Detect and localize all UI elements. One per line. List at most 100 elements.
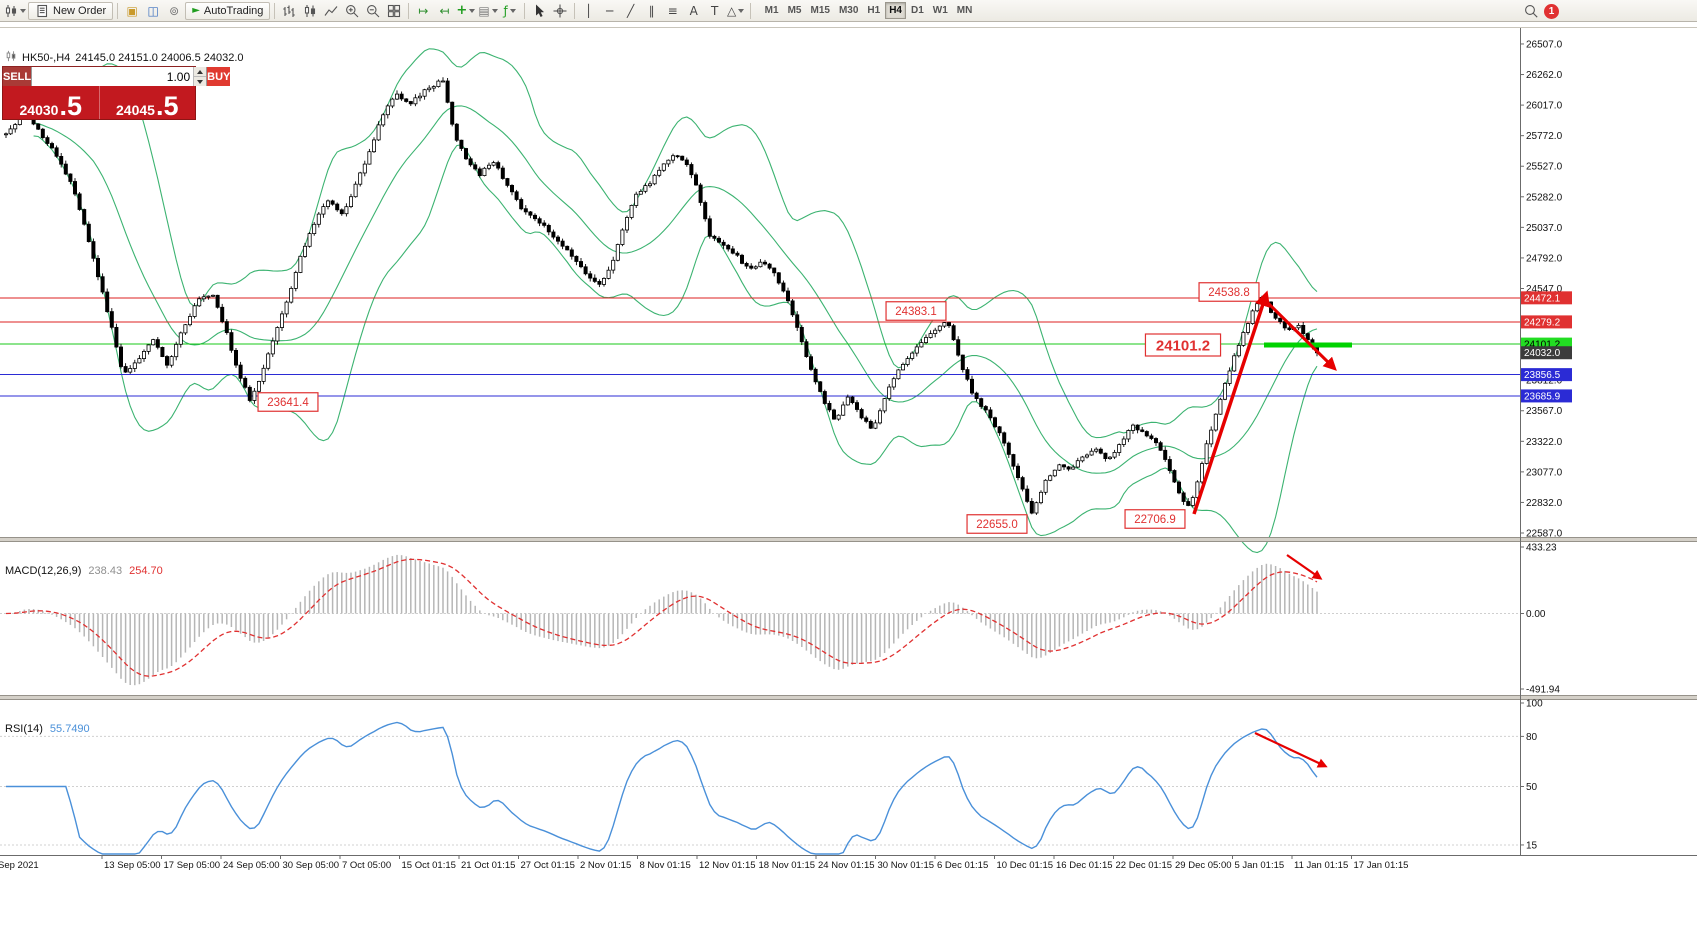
price-tick-label: 26262.0 xyxy=(1526,70,1563,81)
text-icon[interactable]: A xyxy=(684,2,704,20)
equidistant-channel-icon[interactable]: ∥ xyxy=(642,2,662,20)
time-tick-label: 10 Dec 01:15 xyxy=(997,860,1054,871)
time-tick-label: Sep 2021 xyxy=(0,860,39,871)
price-badge-level xyxy=(1521,368,1572,382)
charts-icon[interactable]: ◫ xyxy=(143,2,163,20)
price-tick-label: 23322.0 xyxy=(1526,437,1563,448)
price-badge-label: 24472.1 xyxy=(1524,293,1561,304)
time-axis[interactable]: Sep 2021 13 Sep 05:00 17 Sep 05:00 24 Sep 0… xyxy=(0,855,1697,872)
time-tick-label: 2 Nov 01:15 xyxy=(580,860,631,871)
new-order-button[interactable]: New Order xyxy=(28,1,114,20)
price-callout[interactable]: 24383.1 xyxy=(885,301,947,321)
auto-scroll-icon[interactable]: ↦ xyxy=(413,2,433,20)
buy-button[interactable]: BUY xyxy=(207,67,231,86)
price-callout[interactable]: 22706.9 xyxy=(1124,509,1186,529)
ohlc-values-label: 24145.0 24151.0 24006.5 24032.0 xyxy=(75,51,244,64)
shapes-icon[interactable]: △ xyxy=(726,2,746,20)
price-axis[interactable]: 26507.0 26262.0 26017.0 25772.0 25527.0 25282… xyxy=(1520,28,1572,855)
macd-panel xyxy=(0,554,1520,686)
buy-price-fraction: .5 xyxy=(155,90,179,121)
zoom-out-icon[interactable] xyxy=(363,2,383,20)
profiles-icon[interactable]: ▤ xyxy=(477,2,498,20)
new-chart-icon[interactable]: + xyxy=(455,2,476,20)
indicator-list-icon[interactable]: ƒ xyxy=(500,2,520,20)
autotrading-label: AutoTrading xyxy=(203,4,264,17)
timeframe-button-w1[interactable]: W1 xyxy=(929,2,952,19)
market-icon[interactable]: ▣ xyxy=(122,2,142,20)
timeframe-button-m30[interactable]: M30 xyxy=(835,2,862,19)
timeframe-button-m15[interactable]: M15 xyxy=(806,2,833,19)
zoom-in-icon[interactable] xyxy=(342,2,362,20)
symbol-period-label: HK50-,H4 xyxy=(22,51,71,64)
price-tick-label: 26017.0 xyxy=(1526,101,1563,112)
vertical-line-icon[interactable]: │ xyxy=(579,2,599,20)
profiles-icon-glyph: ▤ xyxy=(478,3,490,18)
sell-price-fraction: .5 xyxy=(59,90,82,121)
price-tick-label: 24547.0 xyxy=(1526,284,1563,295)
charts-icon-glyph: ◫ xyxy=(147,3,159,18)
timeframe-button-h1[interactable]: H1 xyxy=(863,2,884,19)
timeframe-toolbar: M1 M5 M15 M30 H1 H4 D1 W1 MN xyxy=(761,2,977,19)
time-tick-label: 6 Dec 01:15 xyxy=(937,860,988,871)
toolbar-separator xyxy=(408,2,410,19)
timeframe-button-h4[interactable]: H4 xyxy=(885,2,906,19)
price-badge-level xyxy=(1521,291,1572,305)
equidistant-channel-icon-glyph: ∥ xyxy=(648,3,655,18)
volume-decrease-button[interactable] xyxy=(194,77,207,86)
trend-arrow[interactable] xyxy=(1286,554,1323,580)
fibonacci-icon[interactable]: ≡ xyxy=(663,2,683,20)
timeframe-button-d1[interactable]: D1 xyxy=(907,2,928,19)
timeframe-button-m5[interactable]: M5 xyxy=(784,2,806,19)
volume-input[interactable] xyxy=(32,67,194,86)
trend-arrow[interactable] xyxy=(1254,732,1328,768)
toolbar-separator xyxy=(523,2,525,19)
community-icon[interactable]: ⊚ xyxy=(164,2,184,20)
trend-arrow[interactable] xyxy=(1266,301,1337,371)
trendline-icon[interactable]: ╱ xyxy=(621,2,641,20)
sell-button[interactable]: SELL xyxy=(3,67,32,86)
panel-separator[interactable] xyxy=(0,695,1697,700)
market-icon-glyph: ▣ xyxy=(126,3,138,18)
tile-windows-icon[interactable] xyxy=(384,2,404,20)
price-callout[interactable]: 23641.4 xyxy=(257,392,319,412)
chart-menu-icon[interactable] xyxy=(3,2,27,20)
trend-arrow[interactable] xyxy=(1192,290,1271,515)
search-icon[interactable] xyxy=(1521,2,1541,20)
price-badge-current-price xyxy=(1521,346,1572,360)
label-icon[interactable]: T xyxy=(705,2,725,20)
candlestick-chart-icon[interactable] xyxy=(300,2,320,20)
svg-text:24101.2: 24101.2 xyxy=(1156,337,1210,354)
horizontal-line-icon[interactable]: ─ xyxy=(600,2,620,20)
bar-chart-icon[interactable] xyxy=(279,2,299,20)
line-chart-icon[interactable] xyxy=(321,2,341,20)
toolbar-separator xyxy=(274,2,276,19)
price-callout[interactable]: 22655.0 xyxy=(966,514,1028,534)
chart-canvas[interactable]: 26507.0 26262.0 26017.0 25772.0 25527.0 25282… xyxy=(0,22,1697,943)
buy-price-main: 24045 xyxy=(116,102,155,118)
autotrading-button[interactable]: ► AutoTrading xyxy=(185,1,271,20)
price-tick-label: 23567.0 xyxy=(1526,406,1563,417)
bollinger-middle xyxy=(33,105,1318,474)
crosshair-icon[interactable] xyxy=(550,2,570,20)
timeframe-button-mn[interactable]: MN xyxy=(953,2,977,19)
rsi-name: RSI(14) xyxy=(5,723,43,735)
panel-separator[interactable] xyxy=(0,537,1697,542)
cursor-icon[interactable] xyxy=(529,2,549,20)
volume-increase-button[interactable] xyxy=(194,67,207,77)
notification-badge[interactable]: 1 xyxy=(1544,3,1559,19)
timeframe-button-m1[interactable]: M1 xyxy=(761,2,783,19)
bollinger-upper xyxy=(33,48,1318,439)
price-badge-level xyxy=(1521,389,1572,403)
buy-price[interactable]: 24045.5 xyxy=(100,86,196,119)
new-chart-icon-glyph: + xyxy=(456,3,468,18)
rsi-axis-label: 50 xyxy=(1526,782,1538,793)
price-callout[interactable]: 24101.2 xyxy=(1144,333,1222,357)
time-tick-label: 5 Jan 01:15 xyxy=(1235,860,1285,871)
vertical-line-icon-glyph: │ xyxy=(585,3,593,18)
chart-shift-icon[interactable]: ↤ xyxy=(434,2,454,20)
toolbar-separator xyxy=(749,2,751,19)
price-callout[interactable]: 24538.8 xyxy=(1198,282,1260,302)
auto-scroll-icon-glyph: ↦ xyxy=(418,3,429,18)
sell-price[interactable]: 24030.5 xyxy=(3,86,100,119)
